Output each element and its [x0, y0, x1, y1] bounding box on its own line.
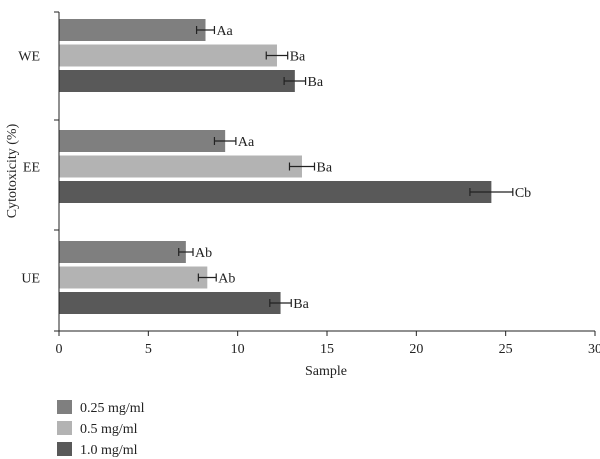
bar-significance-label: Aa — [238, 135, 255, 150]
x-tick-label: 30 — [588, 342, 600, 357]
x-axis-title: Sample — [305, 364, 347, 379]
bar-significance-label: Ba — [290, 50, 306, 65]
bar-significance-label: Cb — [515, 186, 531, 201]
bar-we-1 — [59, 19, 206, 41]
bar-we-2 — [59, 44, 277, 67]
x-tick-label: 25 — [499, 342, 513, 357]
legend-swatch — [57, 421, 72, 435]
error-bar — [178, 248, 194, 256]
error-bar — [195, 26, 216, 34]
bar-we-3 — [59, 70, 295, 92]
error-bar — [283, 77, 307, 85]
legend-label: 0.25 mg/ml — [80, 401, 145, 416]
error-bars-layer — [178, 26, 514, 307]
legend-swatch — [57, 400, 72, 414]
bar-ee-3 — [59, 181, 492, 203]
bar-significance-label: Ba — [308, 75, 324, 90]
bar-significance-label: Aa — [216, 24, 233, 39]
bar-significance-label: Ba — [316, 161, 332, 176]
error-bar — [197, 273, 217, 282]
bars-layer — [59, 19, 492, 314]
x-tick-label: 10 — [231, 342, 245, 357]
bar-significance-label: Ab — [195, 246, 212, 261]
category-labels-layer: WE EE UE — [18, 11, 59, 332]
bar-ue-1 — [59, 241, 186, 263]
legend-item: 0.5 mg/ml — [57, 421, 138, 437]
x-tick-label: 20 — [409, 342, 423, 357]
error-bar — [269, 299, 292, 307]
legend-item: 1.0 mg/ml — [57, 442, 138, 458]
bar-significance-label: Ba — [293, 297, 309, 312]
x-ticks-layer: 0 5 10 15 20 25 30 — [56, 331, 600, 357]
legend-label: 1.0 mg/ml — [80, 443, 138, 458]
bar-ee-1 — [59, 130, 226, 152]
legend-swatch — [57, 442, 72, 456]
bar-significance-label: Ab — [218, 272, 235, 287]
error-bar — [469, 188, 514, 196]
category-label-ee: EE — [23, 161, 40, 176]
y-axis-title: Cytotoxicity (%) — [5, 123, 20, 218]
x-tick-label: 15 — [320, 342, 334, 357]
bar-ee-2 — [59, 155, 302, 178]
category-label-ue: UE — [21, 272, 40, 287]
error-bar — [265, 51, 289, 60]
bar-ue-3 — [59, 292, 281, 314]
x-tick-label: 0 — [56, 342, 63, 357]
legend: 0.25 mg/ml 0.5 mg/ml 1.0 mg/ml — [57, 400, 145, 458]
error-bar — [288, 162, 316, 171]
legend-item: 0.25 mg/ml — [57, 400, 145, 416]
bar-ue-2 — [59, 266, 208, 289]
category-label-we: WE — [18, 50, 40, 65]
error-bar — [213, 137, 237, 145]
x-tick-label: 5 — [145, 342, 152, 357]
legend-label: 0.5 mg/ml — [80, 422, 138, 437]
